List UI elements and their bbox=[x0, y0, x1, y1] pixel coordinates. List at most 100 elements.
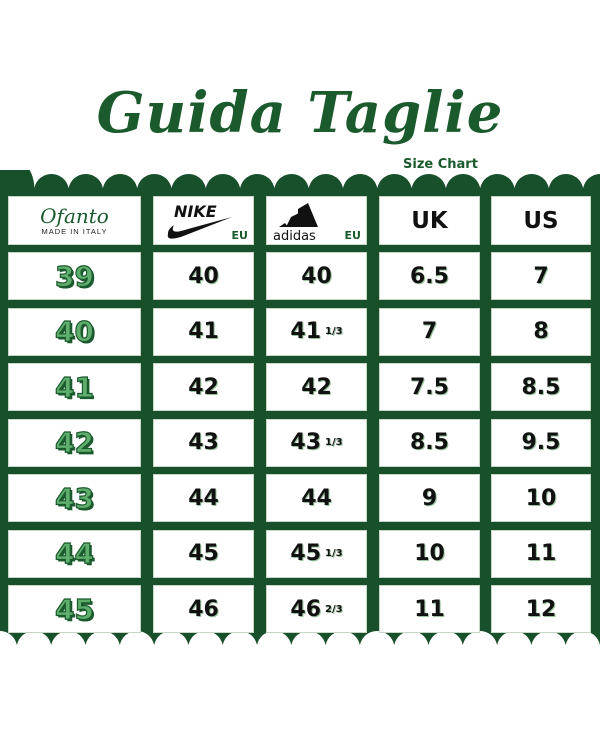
adidas-size-value: 43 bbox=[290, 430, 322, 455]
cell-uk: 8.5 bbox=[380, 419, 479, 466]
nike-size-value: 42 bbox=[188, 374, 219, 400]
scallop bbox=[205, 646, 241, 670]
cell-ofanto: 45 bbox=[9, 586, 140, 632]
adidas-stripes-icon: adidas bbox=[273, 203, 318, 243]
header-adidas: adidas EU bbox=[267, 197, 366, 244]
cell-adidas: 42 bbox=[267, 364, 366, 410]
us-size-value: 9.5 bbox=[521, 430, 561, 455]
nike-logo-text: NIKE bbox=[174, 202, 217, 221]
uk-size-value: 7.5 bbox=[410, 374, 449, 400]
cell-ofanto: 42 bbox=[9, 419, 140, 466]
cell-adidas: 46 2/3 bbox=[267, 586, 366, 632]
cell-adidas: 41 1/3 bbox=[267, 308, 366, 355]
header-nike: NIKE EU bbox=[154, 197, 253, 244]
cell-ofanto: 39 bbox=[9, 253, 140, 299]
scallop bbox=[548, 646, 584, 670]
header-us: US bbox=[492, 197, 590, 244]
scallop bbox=[582, 646, 600, 670]
scallop bbox=[68, 646, 104, 670]
ofanto-size-value: 42 bbox=[54, 425, 94, 459]
cell-adidas: 40 bbox=[267, 253, 366, 299]
cell-us: 8 bbox=[492, 308, 590, 355]
cell-nike: 40 bbox=[154, 253, 253, 299]
adidas-size-value: 44 bbox=[301, 485, 332, 511]
nike-size-value: 44 bbox=[188, 485, 219, 511]
nike-size-value: 40 bbox=[188, 263, 219, 289]
adidas-size-value: 45 bbox=[290, 541, 322, 566]
cell-uk: 9 bbox=[380, 475, 479, 521]
cell-adidas: 45 1/3 bbox=[267, 530, 366, 577]
cell-uk: 11 bbox=[380, 586, 479, 632]
cell-ofanto: 41 bbox=[9, 364, 140, 410]
uk-size-value: 10 bbox=[414, 541, 445, 566]
adidas-fraction: 1/3 bbox=[325, 548, 343, 559]
cell-uk: 7 bbox=[380, 308, 479, 355]
ofanto-size-value: 44 bbox=[54, 536, 94, 570]
cell-us: 7 bbox=[492, 253, 590, 299]
scallop bbox=[376, 646, 412, 670]
cell-ofanto: 44 bbox=[9, 530, 140, 577]
cell-nike: 46 bbox=[154, 586, 253, 632]
adidas-fraction: 2/3 bbox=[325, 603, 343, 615]
cell-adidas: 44 bbox=[267, 475, 366, 521]
cell-us: 10 bbox=[492, 475, 590, 521]
scallop bbox=[342, 646, 378, 670]
scallop bbox=[102, 646, 138, 670]
uk-size-value: 8.5 bbox=[410, 430, 449, 455]
scallop bbox=[171, 646, 206, 670]
uk-size-value: 7 bbox=[421, 319, 438, 344]
cell-nike: 44 bbox=[154, 475, 253, 521]
scallop bbox=[0, 646, 35, 670]
ofanto-size-value: 41 bbox=[54, 370, 94, 404]
adidas-size-value: 42 bbox=[301, 374, 332, 400]
cell-us: 12 bbox=[492, 586, 590, 632]
adidas-logo-text: adidas bbox=[273, 229, 316, 243]
us-size-value: 8.5 bbox=[521, 374, 561, 400]
cell-nike: 41 bbox=[154, 308, 253, 355]
adidas-size-value: 46 bbox=[290, 596, 322, 622]
adidas-fraction: 1/3 bbox=[325, 326, 343, 337]
adidas-size-value: 41 bbox=[290, 319, 322, 344]
cell-uk: 6.5 bbox=[380, 253, 479, 299]
nike-eu-label: EU bbox=[231, 229, 248, 242]
nike-swoosh-icon: NIKE bbox=[167, 202, 232, 239]
ofanto-size-value: 45 bbox=[54, 592, 94, 626]
us-size-value: 12 bbox=[525, 596, 557, 622]
us-size-value: 10 bbox=[525, 485, 557, 511]
scallop bbox=[273, 646, 309, 670]
us-size-value: 8 bbox=[533, 319, 549, 344]
scallop bbox=[445, 646, 481, 670]
uk-size-value: 6.5 bbox=[410, 263, 449, 289]
ofanto-size-value: 43 bbox=[54, 481, 94, 515]
scallop bbox=[308, 646, 344, 670]
uk-size-value: 9 bbox=[421, 485, 438, 511]
ofanto-size-value: 39 bbox=[54, 259, 94, 293]
cell-nike: 45 bbox=[154, 530, 253, 577]
nike-size-value: 46 bbox=[188, 596, 219, 622]
cell-us: 8.5 bbox=[492, 364, 590, 410]
cell-uk: 10 bbox=[380, 530, 479, 577]
us-size-value: 7 bbox=[533, 263, 549, 289]
header-ofanto: Ofanto MADE IN ITALY bbox=[9, 197, 140, 244]
page-title: Guida Taglie bbox=[96, 80, 504, 146]
cell-ofanto: 43 bbox=[9, 475, 140, 521]
adidas-fraction: 1/3 bbox=[325, 437, 343, 448]
ofanto-logo: Ofanto bbox=[40, 204, 109, 228]
cell-us: 11 bbox=[492, 530, 590, 577]
us-size-value: 11 bbox=[525, 541, 557, 566]
scallop bbox=[411, 646, 447, 670]
scallop bbox=[479, 646, 515, 670]
nike-size-value: 41 bbox=[188, 319, 219, 344]
cell-nike: 43 bbox=[154, 419, 253, 466]
adidas-size-value: 40 bbox=[301, 263, 332, 289]
scallop bbox=[136, 646, 172, 670]
cell-ofanto: 40 bbox=[9, 308, 140, 355]
uk-size-value: 11 bbox=[414, 596, 445, 622]
nike-size-value: 45 bbox=[188, 541, 219, 566]
scallop bbox=[514, 646, 549, 670]
cell-adidas: 43 1/3 bbox=[267, 419, 366, 466]
header-uk: UK bbox=[380, 197, 479, 244]
cell-nike: 42 bbox=[154, 364, 253, 410]
cell-uk: 7.5 bbox=[380, 364, 479, 410]
adidas-eu-label: EU bbox=[344, 229, 361, 242]
